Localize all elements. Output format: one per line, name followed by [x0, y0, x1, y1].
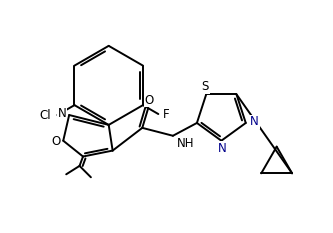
Text: N: N	[218, 142, 227, 155]
Text: F: F	[163, 108, 170, 120]
Text: NH: NH	[177, 137, 194, 150]
Text: O: O	[52, 135, 61, 148]
Text: N: N	[58, 106, 67, 120]
Text: N: N	[250, 116, 259, 128]
Text: Cl: Cl	[40, 109, 51, 122]
Text: O: O	[145, 94, 154, 107]
Text: S: S	[201, 80, 209, 93]
